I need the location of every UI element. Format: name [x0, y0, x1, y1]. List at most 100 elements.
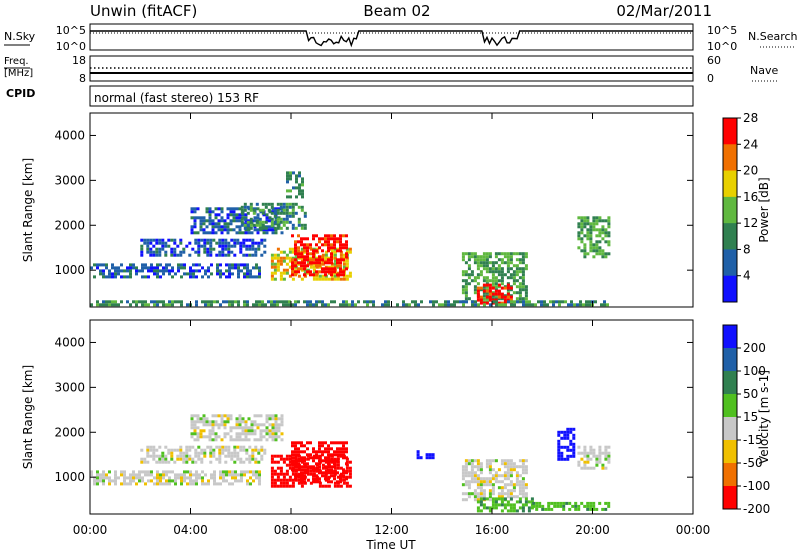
velocity-echo-cell-0	[249, 476, 252, 480]
velocity-echo-cell-4	[333, 459, 336, 463]
power-echo-cell-1	[197, 250, 201, 254]
power-echo-cell-10	[345, 303, 348, 307]
velocity-echo-cell-1	[236, 457, 240, 461]
velocity-echo-cell-4	[327, 444, 330, 448]
power-echo-cell-1	[179, 253, 183, 257]
power-echo-cell-10	[144, 303, 147, 307]
velocity-echo-cell-7	[556, 501, 560, 505]
power-echo-cell-7	[521, 270, 525, 274]
power-echo-cell-3	[279, 202, 283, 206]
velocity-echo-cell-1	[191, 457, 195, 461]
power-echo-cell-10	[549, 300, 552, 304]
power-echo-cell-7	[494, 255, 498, 259]
power-echo-cell-5	[312, 237, 315, 241]
velocity-echo-cell-9	[580, 451, 584, 455]
power-echo-cell-10	[558, 303, 561, 307]
power-echo-cell-6	[295, 177, 298, 181]
power-echo-cell-5	[303, 249, 306, 253]
power-echo-cell-10	[324, 303, 327, 307]
power-echo-cell-2	[268, 219, 272, 223]
velocity-echo-cell-5	[464, 465, 468, 469]
velocity-echo-cell-0	[213, 479, 216, 483]
power-echo-cell-9	[601, 237, 605, 241]
power-echo-cell-7	[488, 270, 492, 274]
power-echo-cell-1	[248, 247, 252, 251]
power-echo-cell-5	[291, 261, 294, 265]
velocity-echo-cell-5	[509, 495, 513, 499]
velocity-echo-cell-6	[500, 503, 504, 507]
power-echo-cell-10	[321, 300, 324, 304]
velocity-echo-cell-7	[550, 501, 554, 505]
velocity-echo-cell-5	[491, 489, 495, 493]
power-echo-cell-7	[488, 267, 492, 271]
power-echo-cell-2	[193, 219, 197, 223]
velocity-echo-cell-8	[572, 442, 576, 446]
power-echo-cell-7	[473, 252, 477, 256]
velocity-echo-cell-1	[218, 451, 222, 455]
power-echo-cell-1	[224, 241, 228, 245]
power-echo-cell-7	[521, 276, 525, 280]
power-echo-cell-5	[291, 270, 294, 274]
velocity-echo-cell-6	[482, 503, 486, 507]
velocity-echo-cell-0	[198, 473, 201, 477]
power-echo-cell-9	[580, 228, 584, 232]
velocity-echo-cell-6	[524, 500, 528, 504]
velocity-echo-cell-1	[182, 460, 186, 464]
velocity-echo-cell-0	[165, 482, 168, 486]
power-colorbar-tick-label: 12	[743, 216, 758, 230]
power-echo-cell-0	[225, 263, 228, 267]
power-echo-cell-1	[263, 244, 267, 248]
velocity-echo-cell-3	[282, 475, 286, 479]
velocity-echo-cell-4	[324, 450, 327, 454]
power-echo-cell-9	[589, 234, 593, 238]
velocity-echo-cell-2	[220, 423, 224, 427]
power-echo-cell-9	[607, 234, 611, 238]
power-echo-cell-5	[324, 237, 327, 241]
power-echo-cell-9	[589, 231, 593, 235]
power-echo-cell-0	[219, 263, 222, 267]
velocity-echo-cell-5	[473, 492, 477, 496]
velocity-echo-cell-0	[102, 479, 105, 483]
power-echo-cell-10	[504, 303, 507, 307]
power-echo-cell-7	[491, 282, 495, 286]
power-echo-cell-7	[518, 258, 522, 262]
power-echo-cell-10	[483, 303, 486, 307]
velocity-echo-cell-1	[179, 445, 183, 449]
velocity-echo-cell-0	[159, 473, 162, 477]
power-echo-cell-3	[282, 220, 286, 224]
power-echo-cell-10	[282, 300, 285, 304]
power-echo-cell-9	[589, 240, 593, 244]
power-echo-cell-9	[586, 222, 590, 226]
velocity-echo-cell-9	[589, 448, 593, 452]
power-echo-cell-10	[90, 303, 93, 307]
velocity-echo-cell-5	[488, 465, 492, 469]
power-echo-cell-3	[267, 202, 271, 206]
power-echo-cell-9	[601, 228, 605, 232]
velocity-echo-cell-2	[214, 438, 218, 442]
velocity-echo-cell-6	[518, 497, 522, 501]
power-echo-cell-3	[270, 217, 274, 221]
velocity-echo-cell-2	[238, 438, 242, 442]
power-echo-cell-0	[147, 266, 150, 270]
power-echo-cell-10	[294, 303, 297, 307]
power-echo-cell-9	[604, 255, 608, 259]
velocity-echo-cell-4	[318, 441, 321, 445]
power-echo-cell-10	[237, 300, 240, 304]
power-echo-cell-9	[595, 222, 599, 226]
power-echo-cell-5	[306, 249, 309, 253]
power-echo-cell-10	[309, 303, 312, 307]
velocity-echo-cell-6	[482, 506, 486, 510]
power-echo-cell-4	[300, 250, 304, 254]
velocity-echo-cell-9	[580, 466, 584, 470]
power-echo-cell-4	[321, 262, 325, 266]
power-echo-cell-3	[300, 208, 304, 212]
velocity-echo-cell-3	[288, 484, 292, 488]
power-echo-cell-0	[186, 272, 189, 276]
velocity-echo-cell-4	[303, 450, 306, 454]
velocity-echo-cell-4	[333, 465, 336, 469]
power-echo-cell-6	[295, 186, 298, 190]
power-echo-cell-8	[500, 292, 504, 296]
velocity-echo-cell-2	[259, 414, 263, 418]
power-echo-cell-4	[279, 274, 283, 278]
velocity-colorbar-tick-label: -50	[743, 456, 763, 470]
